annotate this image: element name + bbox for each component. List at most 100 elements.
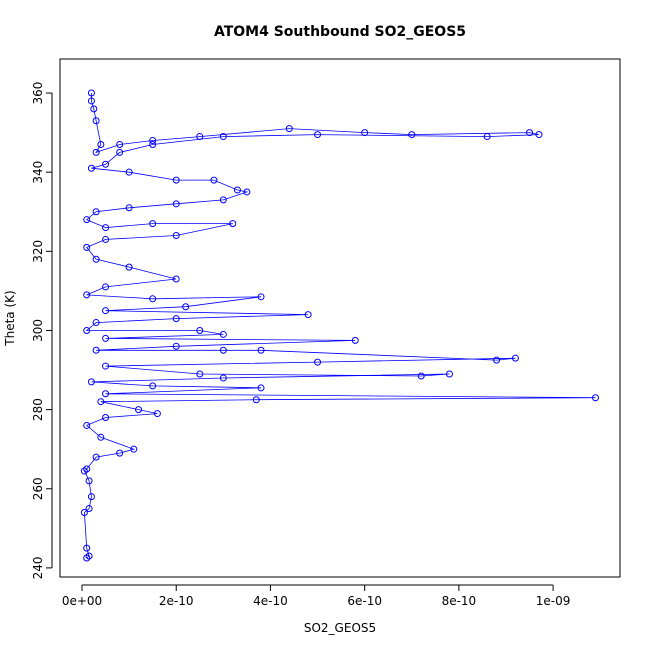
point [83, 243, 91, 251]
point [149, 140, 157, 148]
point [257, 384, 265, 392]
point [102, 390, 110, 398]
x-tick-label: 2e-10 [159, 594, 194, 608]
point [87, 97, 95, 105]
x-tick-label: 1e-09 [536, 594, 571, 608]
point [445, 370, 453, 378]
point [149, 220, 157, 228]
point [511, 354, 519, 362]
x-tick-label: 0e+00 [62, 594, 102, 608]
point [130, 445, 138, 453]
series-line [83, 93, 596, 559]
point [210, 176, 218, 184]
point [314, 358, 322, 366]
y-tick-label: 360 [31, 82, 45, 105]
point [149, 137, 157, 145]
point [196, 326, 204, 334]
chart-title: ATOM4 Southbound SO2_GEOS5 [214, 24, 466, 40]
plot-box [59, 58, 621, 578]
y-tick-label: 340 [31, 161, 45, 184]
point [172, 231, 180, 239]
point [526, 129, 534, 137]
point [172, 315, 180, 323]
point [92, 255, 100, 263]
point [83, 465, 91, 473]
point [85, 477, 93, 485]
point [87, 493, 95, 501]
point [219, 374, 227, 382]
point [97, 140, 105, 148]
point [97, 433, 105, 441]
point [172, 275, 180, 283]
point [243, 188, 251, 196]
point [87, 378, 95, 386]
y-tick-label: 240 [31, 556, 45, 579]
point [116, 449, 124, 457]
point [97, 398, 105, 406]
point [102, 235, 110, 243]
point [233, 186, 241, 194]
point [83, 421, 91, 429]
point [172, 200, 180, 208]
point [92, 346, 100, 354]
point [196, 133, 204, 141]
y-tick-label: 300 [31, 319, 45, 342]
point [87, 89, 95, 97]
point [135, 406, 143, 414]
point [102, 307, 110, 315]
point [102, 283, 110, 291]
y-axis-label: Theta (K) [3, 290, 17, 346]
point [83, 216, 91, 224]
point [483, 133, 491, 141]
point [83, 326, 91, 334]
point [102, 334, 110, 342]
point [80, 508, 88, 516]
x-axis-label: SO2_GEOS5 [304, 621, 376, 635]
point [149, 382, 157, 390]
point [535, 131, 543, 139]
point [219, 196, 227, 204]
point [361, 129, 369, 137]
point [80, 467, 88, 475]
point [85, 552, 93, 560]
point [87, 164, 95, 172]
x-tick-label: 6e-10 [347, 594, 382, 608]
point [351, 336, 359, 344]
point [285, 125, 293, 133]
point [304, 311, 312, 319]
point [92, 117, 100, 125]
point [116, 140, 124, 148]
point [83, 291, 91, 299]
point [172, 342, 180, 350]
point [219, 133, 227, 141]
point [314, 131, 322, 139]
x-tick-label: 8e-10 [442, 594, 477, 608]
point [92, 148, 100, 156]
point [85, 505, 93, 513]
x-tick-label: 4e-10 [253, 594, 288, 608]
point [172, 176, 180, 184]
y-tick-label: 280 [31, 398, 45, 421]
point [92, 319, 100, 327]
point [257, 293, 265, 301]
point [196, 370, 204, 378]
point [493, 356, 501, 364]
point [149, 295, 157, 303]
point [125, 168, 133, 176]
y-tick-label: 320 [31, 240, 45, 263]
point [102, 224, 110, 232]
point [408, 131, 416, 139]
y-tick-label: 260 [31, 477, 45, 500]
point [102, 362, 110, 370]
point [229, 220, 237, 228]
point [257, 346, 265, 354]
point [92, 208, 100, 216]
point [219, 346, 227, 354]
point [90, 105, 98, 113]
point [182, 303, 190, 311]
point [125, 263, 133, 271]
point [102, 414, 110, 422]
point [592, 394, 600, 402]
